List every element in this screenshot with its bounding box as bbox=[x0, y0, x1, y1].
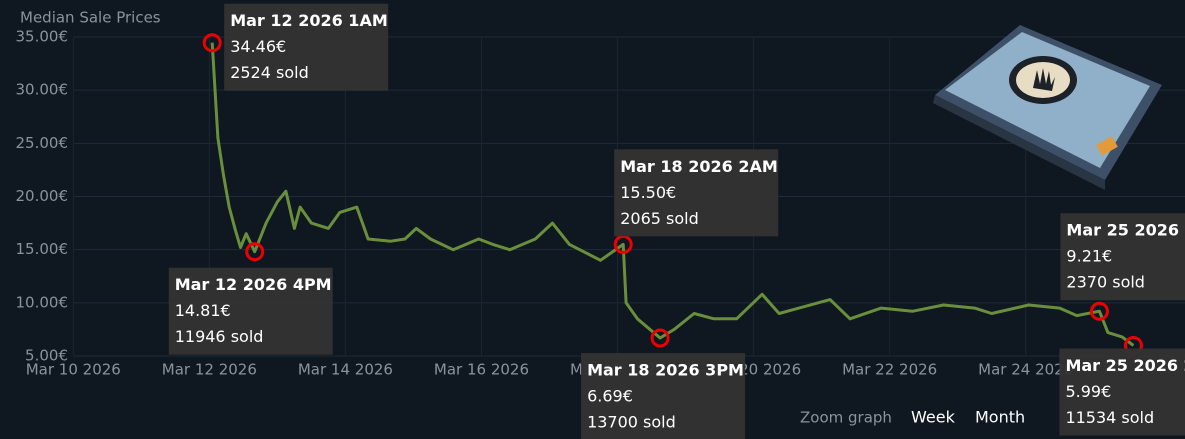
tooltip-sold: 2370 sold bbox=[1066, 273, 1145, 292]
chart-title: Median Sale Prices bbox=[20, 9, 161, 27]
price-line bbox=[210, 42, 1135, 347]
x-tick-label: Mar 22 2026 bbox=[842, 361, 937, 379]
y-tick-label: 25.00€ bbox=[16, 134, 69, 152]
point-marker bbox=[245, 242, 265, 262]
item-image bbox=[933, 25, 1162, 190]
tooltip-title: Mar 12 2026 4PM bbox=[175, 275, 332, 294]
y-tick-label: 5.00€ bbox=[25, 347, 68, 365]
y-tick-label: 10.00€ bbox=[16, 293, 69, 311]
tooltip-sold: 2065 sold bbox=[620, 209, 699, 228]
tooltip-box bbox=[614, 149, 779, 237]
tooltip-price: 9.21€ bbox=[1066, 247, 1112, 266]
tooltip-sold: 2524 sold bbox=[230, 63, 309, 82]
tooltip-sold: 13700 sold bbox=[587, 413, 676, 432]
zoom-month[interactable]: Month bbox=[975, 408, 1025, 427]
x-tick-label: Mar 24 2026 bbox=[978, 361, 1073, 379]
zoom-label: Zoom graph bbox=[800, 409, 892, 427]
y-tick-label: 20.00€ bbox=[16, 187, 69, 205]
point-marker bbox=[650, 328, 670, 348]
y-tick-label: 15.00€ bbox=[16, 240, 69, 258]
tooltips: Mar 12 2026 1AM 34.46€ 2524 sold Mar 12 202… bbox=[168, 3, 1185, 439]
tooltip-box bbox=[224, 3, 389, 91]
tooltip-price: 5.99€ bbox=[1065, 382, 1111, 401]
tooltip-title: Mar 18 2026 3PM bbox=[587, 361, 744, 380]
zoom-week[interactable]: Week bbox=[911, 408, 956, 427]
plot: 5.00€ 10.00€ 15.00€ 20.00€ 25.00€ 30.00€ 35.00… bbox=[16, 28, 1185, 379]
tooltip-title: Mar 12 2026 1AM bbox=[230, 11, 388, 30]
tooltip-box bbox=[581, 353, 746, 439]
tooltip-box bbox=[1059, 348, 1185, 436]
tooltip-title: Mar 18 2026 2AM bbox=[620, 157, 778, 176]
point-marker bbox=[202, 33, 222, 53]
tooltip-price: 34.46€ bbox=[230, 37, 286, 56]
tooltip-price: 14.81€ bbox=[175, 301, 231, 320]
x-tick-label: Mar 16 2026 bbox=[434, 361, 529, 379]
tooltip-title: Mar 25 2026 2AM bbox=[1066, 221, 1185, 240]
y-tick-label: 35.00€ bbox=[16, 28, 69, 46]
x-tick-label: Mar 14 2026 bbox=[298, 361, 393, 379]
tooltip-title: Mar 25 2026 2PM bbox=[1065, 356, 1185, 375]
tooltip-box bbox=[1060, 213, 1185, 301]
point-marker bbox=[1089, 301, 1109, 321]
tooltip-sold: 11946 sold bbox=[175, 327, 264, 346]
tooltip-price: 6.69€ bbox=[587, 387, 633, 406]
tooltip-box bbox=[168, 267, 333, 355]
x-tick-label: Mar 12 2026 bbox=[162, 361, 257, 379]
y-tick-label: 30.00€ bbox=[16, 81, 69, 99]
tooltip-price: 15.50€ bbox=[620, 183, 676, 202]
x-tick-label: Mar 10 2026 bbox=[26, 361, 121, 379]
tooltip-sold: 11534 sold bbox=[1065, 408, 1154, 427]
